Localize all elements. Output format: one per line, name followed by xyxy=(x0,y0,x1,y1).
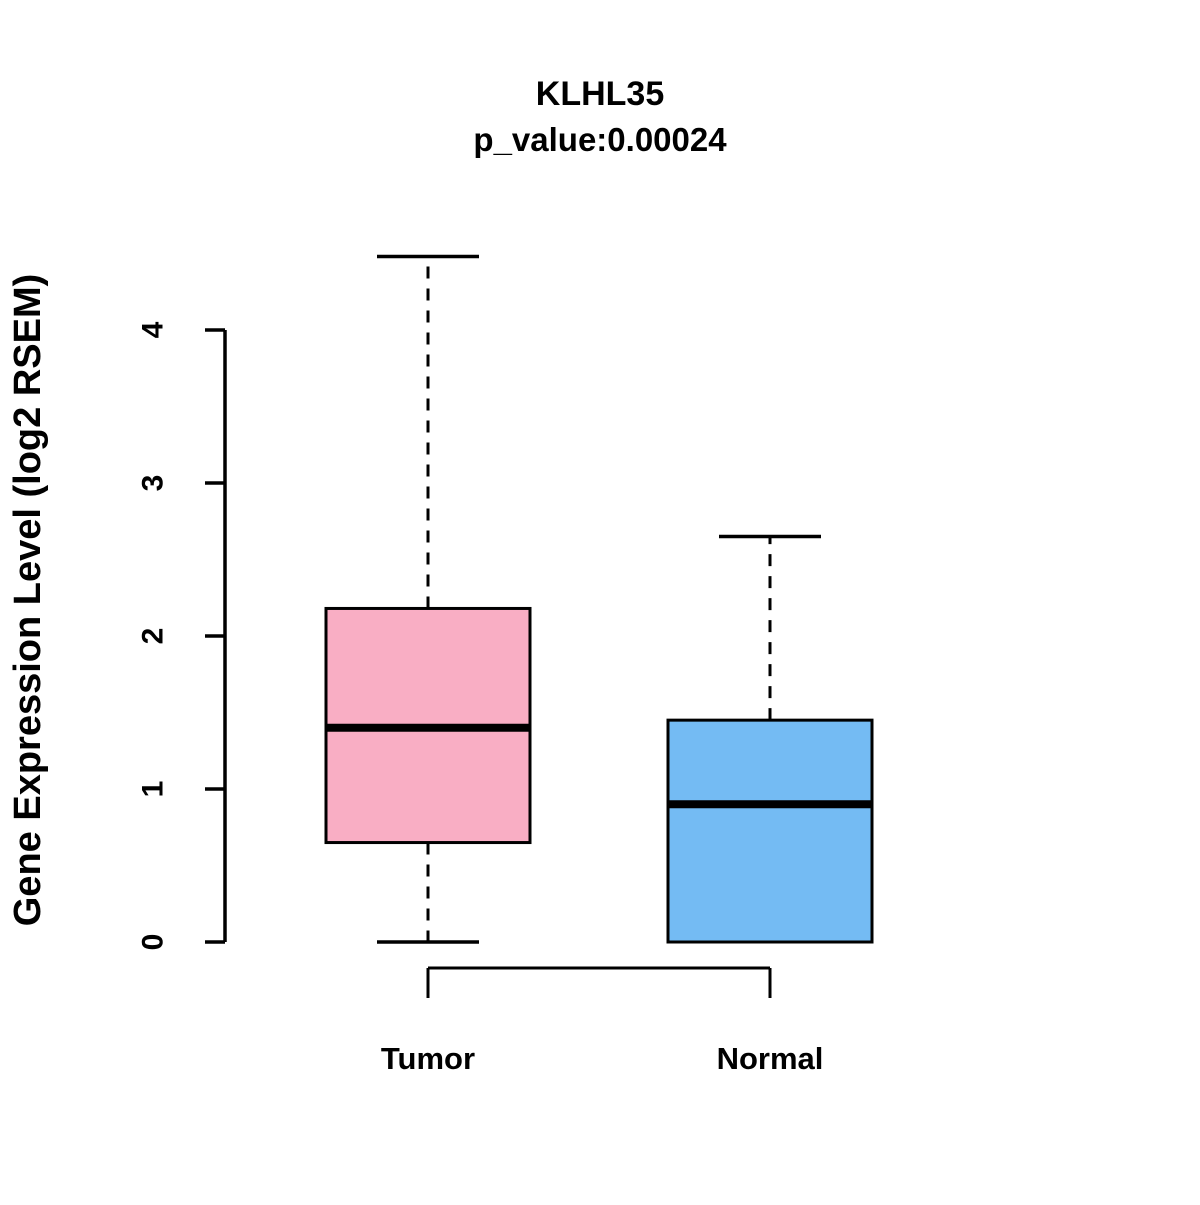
iqr-box-normal xyxy=(666,718,874,944)
y-axis-label: Gene Expression Level (log2 RSEM) xyxy=(7,274,49,927)
y-axis-tick-label-0: 0 xyxy=(137,934,170,951)
group-label-tumor: Tumor xyxy=(381,1041,475,1076)
group-label-normal: Normal xyxy=(717,1041,824,1076)
y-axis-tick-label-1: 1 xyxy=(137,781,170,798)
y-axis-tick-label-3: 3 xyxy=(137,475,170,492)
chart-title: KLHL35 xyxy=(536,75,664,113)
chart-subtitle: p_value:0.00024 xyxy=(473,121,727,158)
y-axis-tick-label-2: 2 xyxy=(137,628,170,645)
y-axis-tick-label-4: 4 xyxy=(137,321,170,338)
